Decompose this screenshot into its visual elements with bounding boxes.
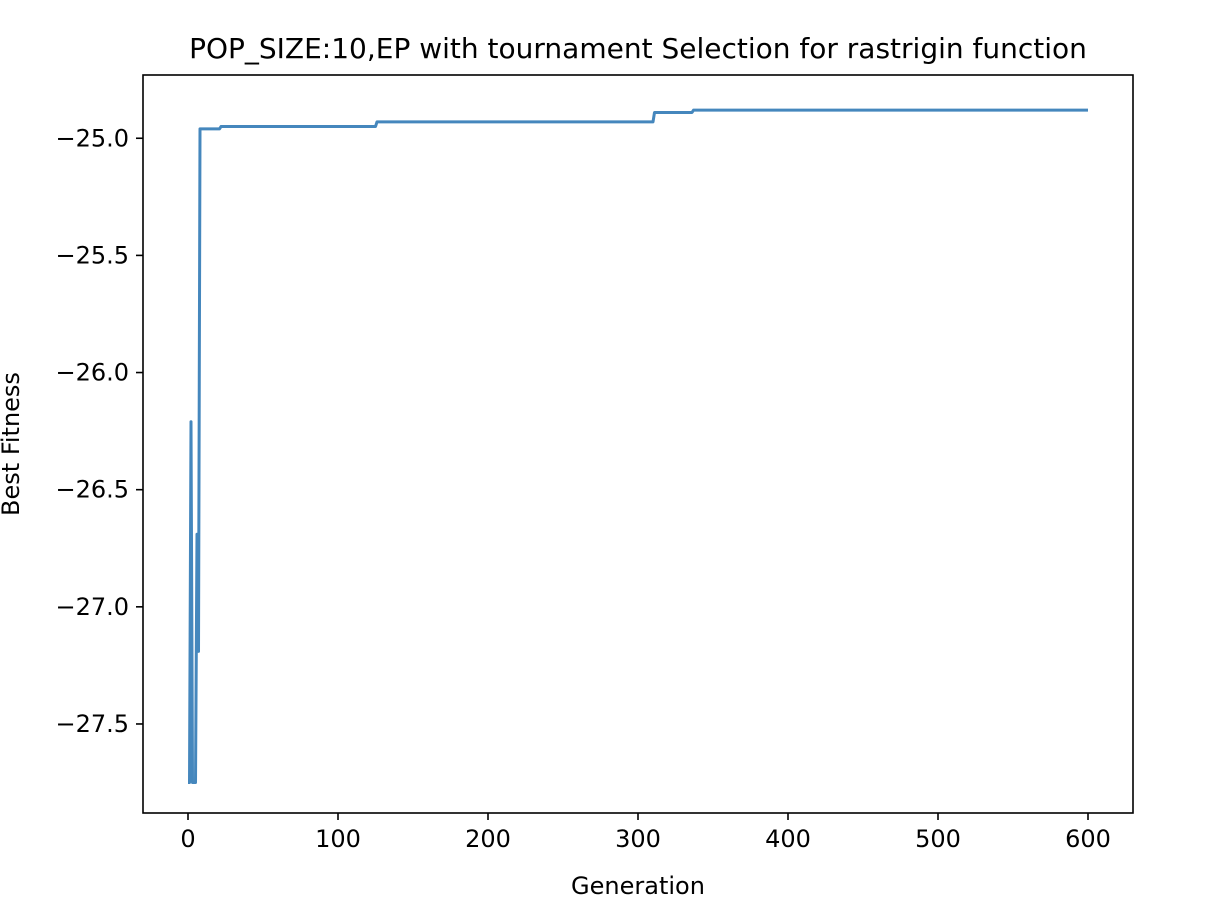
chart-title: POP_SIZE:10,EP with tournament Selection… [189,32,1087,65]
y-tick-label: −26.5 [55,476,129,504]
y-axis-label: Best Fitness [0,372,25,516]
x-tick-label: 500 [915,825,961,853]
y-tick-label: −25.0 [55,124,129,152]
y-axis: −25.0 −25.5 −26.0 −26.5 −27.0 −27.5 [55,124,143,738]
x-tick-label: 0 [180,825,195,853]
x-axis: 0 100 200 300 400 500 600 [180,813,1111,853]
x-tick-label: 600 [1065,825,1111,853]
x-tick-label: 300 [615,825,661,853]
x-tick-label: 100 [315,825,361,853]
y-tick-label: −27.5 [55,710,129,738]
y-tick-label: −25.5 [55,241,129,269]
y-tick-label: −26.0 [55,359,129,387]
plot-layer [188,108,1088,785]
y-tick-label: −27.0 [55,593,129,621]
series-line-best-fitness [188,108,1088,785]
x-axis-label: Generation [571,872,705,900]
x-tick-label: 400 [765,825,811,853]
x-tick-label: 200 [465,825,511,853]
